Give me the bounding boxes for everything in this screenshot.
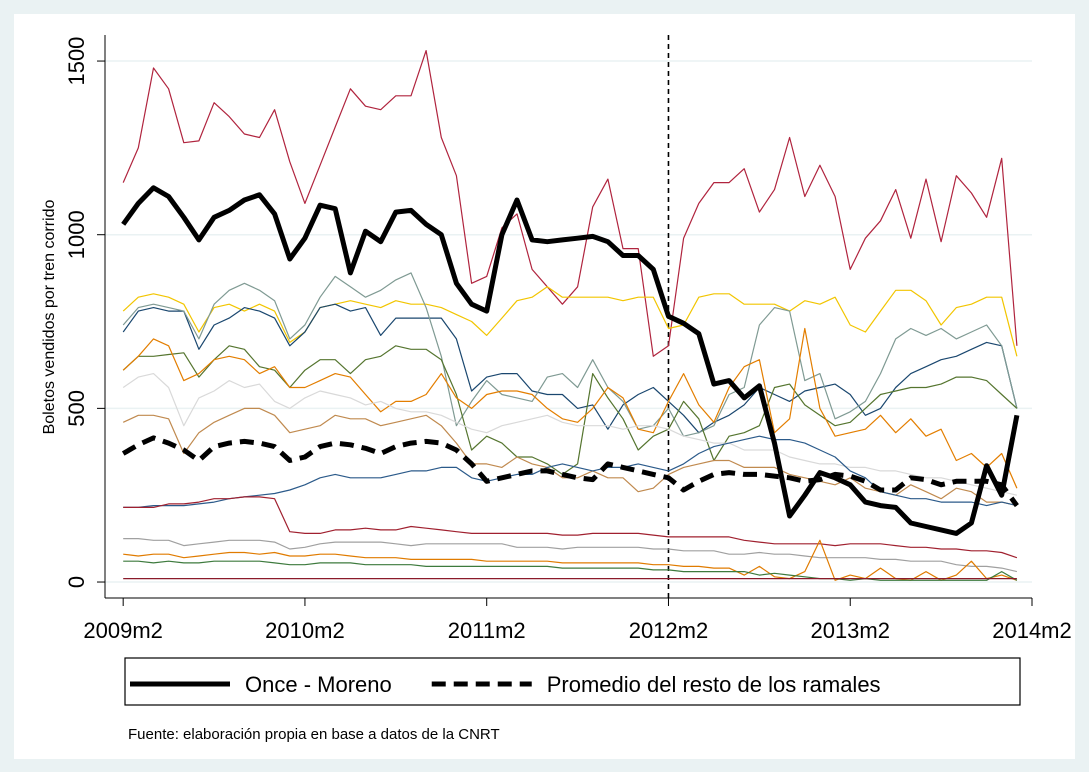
background-line [122,373,1018,496]
x-tick-label: 2011m2 [448,618,526,643]
background-line [123,496,1018,559]
y-tick-label: 500 [64,390,89,427]
background-line [123,435,1018,508]
background-line [123,538,1018,573]
background-line [122,345,1018,475]
series-line [121,435,1019,508]
background-line [123,539,1018,581]
x-tick-label: 2010m2 [265,618,345,643]
y-tick-label: 1000 [64,210,89,259]
lines [121,35,1020,598]
legend-label: Promedio del resto de los ramales [547,672,881,697]
legend-items: Once - Moreno Promedio del resto de los r… [130,672,881,697]
background-line [122,286,1018,357]
background-line [122,272,1018,437]
x-tick-label: 2014m2 [992,618,1072,643]
y-axis-label: Boletos vendidos por tren corrido [41,200,58,435]
x-tick-label: 2009m2 [83,618,163,643]
y-tick-label: 1500 [64,37,89,86]
x-tick-label: 2013m2 [810,618,890,643]
x-tick-label: 2012m2 [629,618,709,643]
graph-region [14,14,1075,759]
series-line [121,185,1020,536]
y-tick-label: 0 [64,576,89,588]
background-line [122,303,1018,434]
background-line [122,50,1018,357]
axes: 0 500 1000 1500 2009m2 2010m2 2011m2 2012m2 2013… [64,35,1072,643]
legend [124,657,1021,706]
background-line [122,327,1018,489]
note: Fuente: elaboración propia en base a dat… [128,726,500,743]
legend-label: Once - Moreno [245,672,392,697]
